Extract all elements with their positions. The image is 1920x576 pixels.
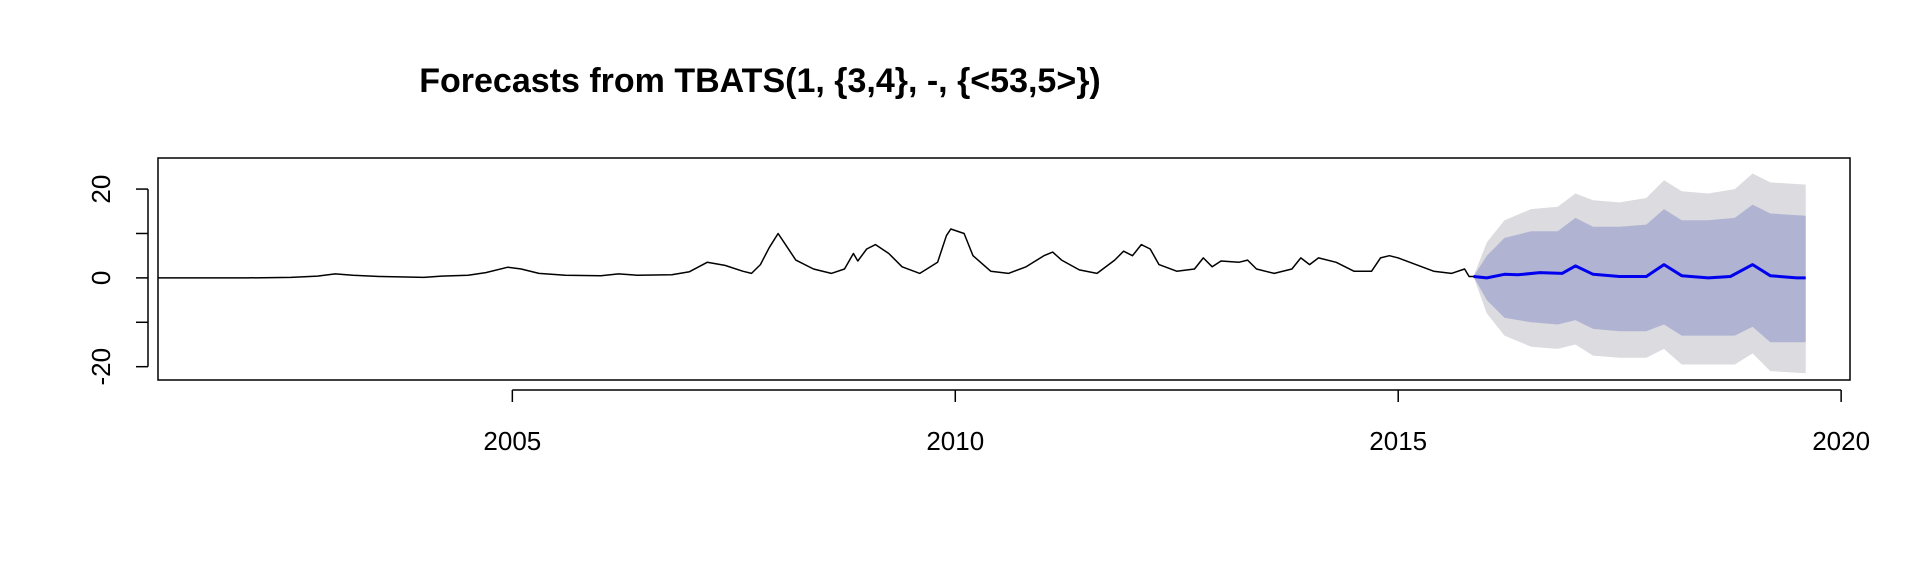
x-tick-label: 2005 — [483, 426, 541, 456]
y-tick-label: 20 — [86, 175, 116, 204]
prediction-band-80 — [1473, 204, 1806, 343]
x-tick-label: 2015 — [1369, 426, 1427, 456]
plot-frame — [157, 157, 1851, 381]
x-tick-label: 2020 — [1812, 426, 1870, 456]
y-tick-label: -20 — [86, 348, 116, 386]
band-80-layer — [1473, 204, 1806, 343]
y-tick-label: 0 — [86, 271, 116, 285]
y-axis: -20 0 20 — [86, 175, 149, 386]
x-axis: 2005 2010 2015 2020 — [483, 389, 1870, 456]
forecast-line — [1473, 263, 1806, 280]
series-layer — [158, 228, 1806, 280]
chart-title: Forecasts from TBATS(1, {3,4}, -, {<53,5… — [419, 62, 1101, 100]
history-line — [158, 228, 1474, 279]
x-tick-label: 2010 — [926, 426, 984, 456]
